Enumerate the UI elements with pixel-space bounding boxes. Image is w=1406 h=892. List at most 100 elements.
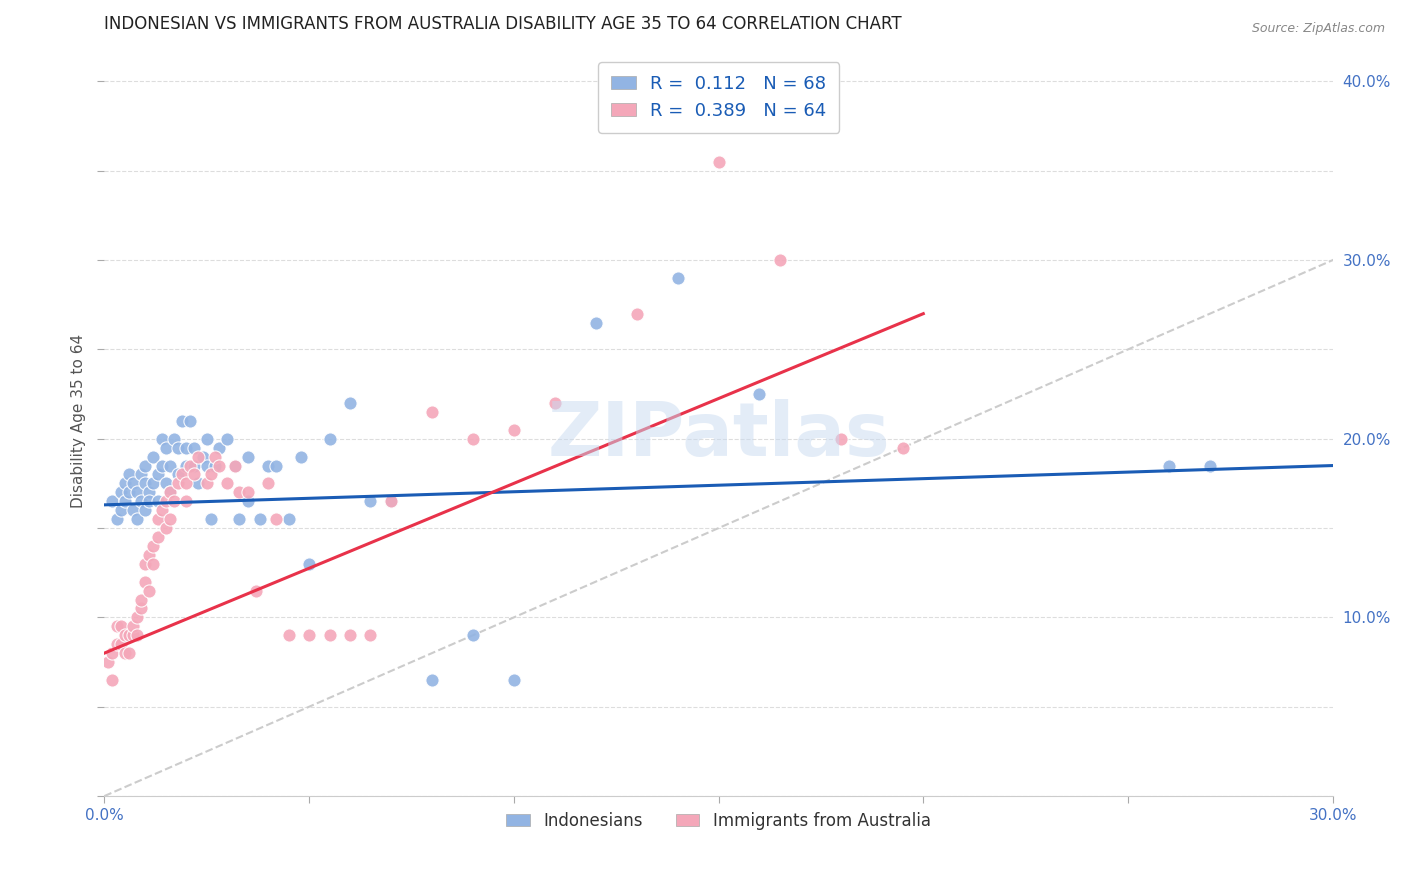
Point — [707, 154, 730, 169]
Point — [224, 458, 246, 473]
Point — [122, 619, 145, 633]
Point — [97, 655, 120, 669]
Point — [266, 458, 288, 473]
Point — [174, 458, 197, 473]
Point — [179, 414, 201, 428]
Point — [200, 512, 222, 526]
Point — [748, 387, 770, 401]
Point — [142, 450, 165, 464]
Point — [167, 476, 190, 491]
Point — [249, 512, 271, 526]
Point — [105, 637, 128, 651]
Point — [420, 405, 443, 419]
Point — [217, 476, 239, 491]
Point — [122, 628, 145, 642]
Point — [830, 432, 852, 446]
Point — [118, 467, 141, 482]
Point — [134, 476, 156, 491]
Point — [142, 476, 165, 491]
Point — [129, 467, 152, 482]
Point — [129, 592, 152, 607]
Point — [277, 628, 299, 642]
Point — [138, 583, 160, 598]
Point — [666, 271, 689, 285]
Point — [167, 467, 190, 482]
Point — [236, 494, 259, 508]
Point — [318, 628, 340, 642]
Point — [146, 512, 169, 526]
Point — [266, 512, 288, 526]
Point — [101, 494, 124, 508]
Point — [195, 432, 218, 446]
Point — [420, 673, 443, 687]
Point — [110, 637, 132, 651]
Point — [110, 503, 132, 517]
Point — [114, 628, 136, 642]
Point — [155, 441, 177, 455]
Point — [134, 503, 156, 517]
Point — [179, 458, 201, 473]
Point — [208, 458, 231, 473]
Point — [118, 485, 141, 500]
Legend: Indonesians, Immigrants from Australia: Indonesians, Immigrants from Australia — [499, 805, 938, 837]
Point — [150, 503, 173, 517]
Point — [138, 485, 160, 500]
Point — [217, 432, 239, 446]
Point — [236, 450, 259, 464]
Point — [125, 512, 148, 526]
Point — [228, 485, 250, 500]
Point — [122, 503, 145, 517]
Point — [172, 414, 194, 428]
Point — [359, 494, 381, 508]
Point — [1199, 458, 1222, 473]
Point — [891, 441, 914, 455]
Point — [105, 512, 128, 526]
Point — [134, 557, 156, 571]
Point — [544, 396, 567, 410]
Point — [163, 494, 186, 508]
Point — [101, 646, 124, 660]
Point — [183, 441, 205, 455]
Point — [134, 458, 156, 473]
Point — [155, 476, 177, 491]
Point — [150, 432, 173, 446]
Point — [174, 494, 197, 508]
Point — [114, 646, 136, 660]
Point — [502, 423, 524, 437]
Point — [224, 458, 246, 473]
Point — [461, 432, 484, 446]
Point — [118, 646, 141, 660]
Point — [187, 450, 209, 464]
Point — [167, 441, 190, 455]
Point — [461, 628, 484, 642]
Point — [204, 450, 226, 464]
Text: INDONESIAN VS IMMIGRANTS FROM AUSTRALIA DISABILITY AGE 35 TO 64 CORRELATION CHAR: INDONESIAN VS IMMIGRANTS FROM AUSTRALIA … — [104, 15, 901, 33]
Point — [122, 476, 145, 491]
Point — [257, 476, 280, 491]
Point — [290, 450, 312, 464]
Point — [150, 458, 173, 473]
Point — [339, 396, 361, 410]
Point — [298, 557, 321, 571]
Point — [129, 494, 152, 508]
Y-axis label: Disability Age 35 to 64: Disability Age 35 to 64 — [72, 334, 86, 508]
Point — [626, 307, 648, 321]
Point — [228, 512, 250, 526]
Point — [359, 628, 381, 642]
Point — [134, 574, 156, 589]
Point — [105, 619, 128, 633]
Point — [159, 485, 181, 500]
Point — [380, 494, 402, 508]
Point — [163, 432, 186, 446]
Point — [339, 628, 361, 642]
Point — [183, 467, 205, 482]
Point — [155, 494, 177, 508]
Point — [142, 539, 165, 553]
Point — [585, 316, 607, 330]
Point — [138, 494, 160, 508]
Point — [277, 512, 299, 526]
Point — [159, 512, 181, 526]
Point — [769, 253, 792, 268]
Point — [101, 673, 124, 687]
Point — [146, 530, 169, 544]
